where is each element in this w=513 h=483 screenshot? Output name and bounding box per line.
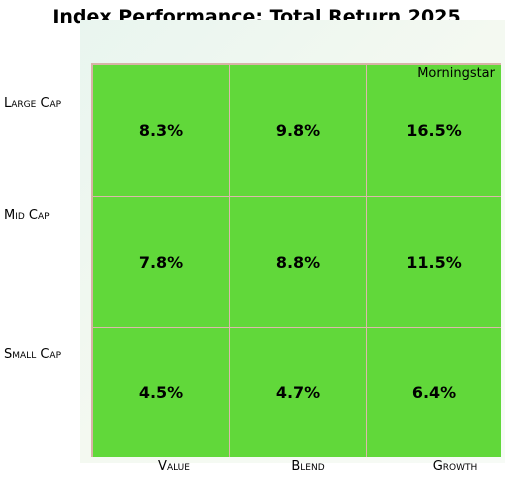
cell-value: 6.4% (411, 383, 457, 402)
cell-large-blend: 9.8% (230, 65, 366, 196)
cell-value: 9.8% (275, 121, 321, 140)
cell-value: 16.5% (406, 121, 462, 140)
column-label-growth: Growth (432, 459, 478, 474)
cell-value: 4.5% (138, 383, 184, 402)
cell-value: 7.8% (138, 252, 184, 272)
cell-value: 8.8% (275, 252, 321, 272)
cell-mid-blend: 8.8% (230, 197, 366, 327)
cell-small-value: 4.5% (93, 328, 229, 457)
cell-mid-growth: 11.5% (367, 197, 501, 327)
column-label-value: Value (158, 459, 190, 474)
column-label-blend: Blend (291, 459, 325, 474)
cell-small-blend: 4.7% (230, 328, 366, 457)
cell-large-value: 8.3% (93, 65, 229, 196)
row-label-large-cap: Large Cap (4, 96, 62, 111)
cell-mid-value: 7.8% (93, 197, 229, 327)
cell-value: 11.5% (406, 252, 462, 272)
cell-large-growth: Morningstar 16.5% (367, 65, 501, 196)
cell-small-growth: 6.4% (367, 328, 501, 457)
cell-value: 4.7% (275, 383, 321, 402)
source-label: Morningstar (417, 66, 495, 81)
cell-value: 8.3% (138, 121, 184, 140)
style-box-grid: 8.3% 9.8% Morningstar 16.5% 7.8% 8.8% 11… (91, 63, 501, 457)
row-label-small-cap: Small Cap (4, 347, 61, 362)
row-label-mid-cap: Mid Cap (4, 208, 50, 223)
